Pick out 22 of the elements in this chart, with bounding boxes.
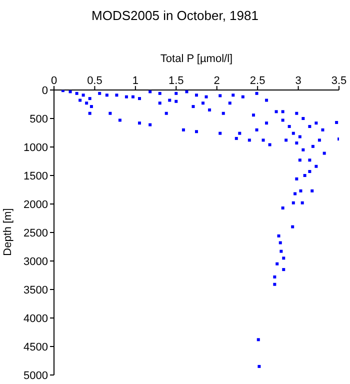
x-tick-label: 1 (132, 75, 138, 87)
y-tick-label: 500 (30, 113, 48, 126)
y-tick-label: 1500 (24, 170, 48, 182)
x-tick-label: 3 (295, 75, 302, 87)
y-tick-label: 4000 (24, 312, 48, 325)
y-tick-label: 5000 (24, 370, 48, 382)
y-tick-label: 1000 (24, 142, 48, 154)
x-tick-label: 0 (50, 75, 58, 87)
y-tick-label: 3500 (24, 284, 48, 296)
y-tick-label: 3000 (24, 256, 48, 268)
x-tick-label: 2.5 (250, 75, 266, 87)
y-tick-label: 0 (42, 84, 48, 97)
x-axis-title: Total P [µmol/l] (159, 53, 234, 65)
y-tick-label: 2000 (24, 198, 48, 211)
x-tick-label: 0.5 (87, 75, 102, 87)
y-axis-title: Depth [m] (2, 208, 14, 256)
x-tick-label: 3.5 (331, 75, 347, 87)
x-tick-label: 1.5 (168, 75, 184, 87)
chart-title: MODS2005 in October, 1981 (90, 8, 260, 23)
x-tick-label: 2 (214, 75, 220, 87)
y-tick-label: 4500 (24, 341, 48, 354)
y-tick-label: 2500 (24, 227, 48, 240)
